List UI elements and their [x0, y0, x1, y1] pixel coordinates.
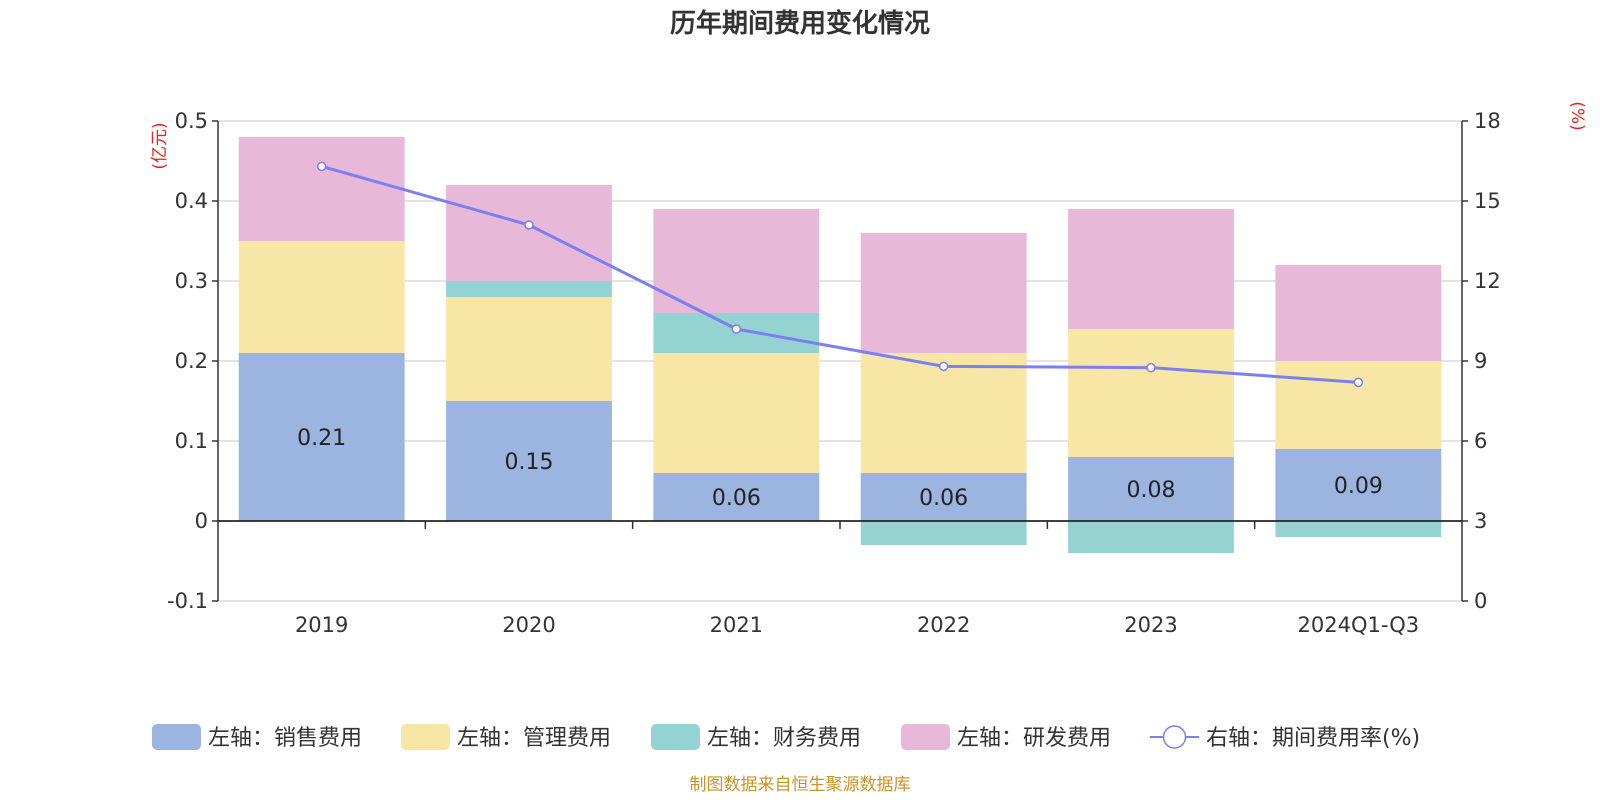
- legend-label: 右轴：期间费用率(%): [1206, 726, 1420, 751]
- bar-segment: [653, 353, 820, 473]
- bar-segment: [860, 473, 1027, 521]
- bar-data-label: 0.06: [919, 486, 968, 511]
- rate-line-path: [321, 164, 1359, 384]
- right-tick-label: 6: [1474, 429, 1487, 453]
- left-tick-label: 0.2: [175, 349, 208, 373]
- chart-title: 历年期间费用变化情况: [670, 8, 930, 39]
- bars: [238, 137, 1442, 553]
- legend-marker: [1162, 725, 1187, 749]
- bar-segment: [1068, 209, 1234, 329]
- right-tick-label: 15: [1474, 189, 1501, 213]
- left-tick-label: 0: [195, 509, 208, 533]
- bar-segment: [860, 353, 1027, 473]
- rate-line-point: [731, 324, 742, 334]
- bar-segment: [1275, 521, 1442, 537]
- bar-segment: [446, 281, 612, 297]
- rate-line-point: [316, 161, 327, 172]
- bar-segment: [1275, 449, 1442, 521]
- bar-data-label: 0.06: [712, 486, 761, 511]
- legend-swatch: [651, 724, 700, 750]
- rate-line-point: [524, 220, 534, 230]
- right-tick-label: 18: [1474, 109, 1501, 133]
- right-tick-label: 0: [1474, 589, 1487, 613]
- bar-segment: [1068, 521, 1234, 553]
- rate-line-point: [938, 361, 949, 372]
- rate-line-point: [1353, 377, 1364, 388]
- bar-labels: 0.21 0.15 0.06 0.06 0.08 0.09: [218, 426, 1462, 522]
- bar-segment: [1068, 329, 1234, 457]
- x-tick-label: 2020: [502, 613, 555, 637]
- bar-segment: [238, 137, 405, 241]
- legend-label: 左轴：财务费用: [707, 726, 861, 751]
- bar-segment: [238, 353, 405, 521]
- legend-swatch: [401, 724, 450, 750]
- bar-data-label: 0.15: [505, 450, 554, 475]
- bar-data-label: 0.09: [1334, 474, 1383, 499]
- bar-segment: [446, 185, 612, 281]
- x-tick-label: 2024Q1-Q3: [1298, 613, 1420, 637]
- x-tick-label: 2023: [1124, 613, 1177, 637]
- right-tick-label: 3: [1474, 509, 1487, 533]
- bar-data-label: 0.08: [1127, 478, 1176, 503]
- legend: 左轴：销售费用 左轴：管理费用 左轴：财务费用 左轴：研发费用 右轴：期间费用率(%): [152, 724, 1420, 751]
- bar-segment: [860, 233, 1027, 353]
- right-tick-label: 9: [1474, 349, 1487, 373]
- x-tick-label: 2021: [710, 613, 763, 637]
- legend-label: 左轴：销售费用: [208, 726, 362, 751]
- right-axis-unit: (%): [1567, 101, 1587, 130]
- legend-label: 左轴：研发费用: [957, 726, 1111, 751]
- right-tick-label: 12: [1474, 269, 1501, 293]
- left-axis-unit: (亿元): [150, 122, 170, 169]
- legend-swatch: [901, 724, 950, 750]
- source-note: 制图数据来自恒生聚源数据库: [690, 775, 911, 795]
- bar-segment: [446, 401, 612, 521]
- left-tick-label: -0.1: [167, 589, 208, 613]
- bar-segment: [1275, 361, 1442, 449]
- bar-data-label: 0.21: [297, 426, 346, 451]
- left-tick-label: 0.4: [175, 189, 208, 213]
- left-tick-label: 0.3: [175, 269, 208, 293]
- legend-label: 左轴：管理费用: [457, 726, 611, 751]
- bar-segment: [238, 241, 405, 353]
- x-tick-label: 2019: [295, 613, 348, 637]
- x-tick-label: 2022: [917, 613, 970, 637]
- left-tick-label: 0.1: [175, 429, 208, 453]
- legend-swatch: [152, 724, 201, 750]
- bar-segment: [653, 209, 820, 313]
- bar-segment: [1275, 265, 1442, 361]
- bar-segment: [653, 473, 820, 521]
- rate-line-point: [1146, 362, 1156, 373]
- left-tick-label: 0.5: [175, 109, 208, 133]
- bar-segment: [1068, 457, 1234, 521]
- bar-segment: [860, 521, 1027, 545]
- bar-segment: [446, 297, 612, 401]
- rate-line: [316, 161, 1364, 388]
